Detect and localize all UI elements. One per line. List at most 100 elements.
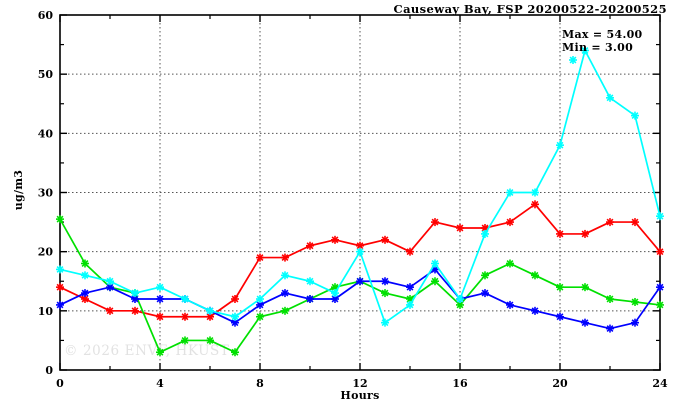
- data-point-marker: [556, 230, 564, 238]
- data-point-marker: [206, 336, 214, 344]
- data-point-marker: [231, 348, 239, 356]
- series-red: [56, 200, 664, 321]
- data-point-marker: [656, 283, 664, 291]
- data-point-marker: [656, 248, 664, 256]
- x-tick-label: 24: [652, 377, 668, 390]
- data-point-marker: [531, 271, 539, 279]
- data-point-marker: [456, 224, 464, 232]
- data-point-marker: [231, 295, 239, 303]
- data-point-marker: [131, 295, 139, 303]
- data-point-marker: [581, 283, 589, 291]
- data-point-marker: [381, 277, 389, 285]
- data-point-marker: [56, 215, 64, 223]
- data-point-marker: [81, 260, 89, 267]
- data-point-marker: [481, 230, 489, 238]
- data-point-marker: [256, 295, 264, 303]
- data-point-marker: [331, 295, 339, 303]
- y-tick-label: 40: [38, 127, 54, 140]
- x-tick-label: 16: [452, 377, 468, 390]
- data-point-marker: [331, 283, 339, 291]
- data-point-marker: [531, 200, 539, 208]
- data-point-marker: [181, 336, 189, 344]
- data-point-marker: [306, 277, 314, 285]
- data-point-marker: [656, 212, 664, 220]
- data-point-marker: [281, 254, 289, 262]
- data-point-marker: [631, 298, 639, 306]
- data-point-marker: [106, 283, 114, 291]
- data-point-marker: [569, 56, 577, 64]
- legend-min-label: Min = 3.00: [562, 41, 633, 54]
- data-point-marker: [231, 313, 239, 321]
- y-tick-label: 10: [38, 305, 54, 318]
- data-point-marker: [156, 295, 164, 303]
- y-tick-label: 60: [38, 9, 54, 22]
- data-point-marker: [581, 47, 589, 54]
- y-tick-label: 30: [38, 187, 54, 200]
- data-point-marker: [581, 230, 589, 238]
- data-point-marker: [606, 295, 614, 303]
- data-point-marker: [256, 313, 264, 321]
- y-axis-title: ug/m3: [12, 170, 25, 211]
- x-axis-title: Hours: [340, 389, 379, 402]
- x-tick-label: 8: [256, 377, 264, 390]
- data-point-marker: [281, 271, 289, 279]
- data-point-marker: [356, 248, 364, 256]
- data-point-marker: [556, 283, 564, 291]
- data-point-marker: [506, 260, 514, 267]
- data-point-marker: [231, 319, 239, 327]
- y-tick-label: 0: [45, 364, 53, 377]
- data-point-marker: [406, 283, 414, 291]
- data-point-marker: [56, 283, 64, 291]
- data-point-marker: [481, 224, 489, 232]
- data-point-marker: [481, 271, 489, 279]
- data-point-marker: [281, 307, 289, 315]
- data-point-marker: [531, 307, 539, 315]
- data-point-marker: [631, 112, 639, 120]
- x-tick-label: 0: [56, 377, 64, 390]
- data-point-marker: [606, 218, 614, 226]
- data-point-marker: [206, 307, 214, 315]
- data-point-marker: [506, 301, 514, 309]
- data-point-marker: [131, 289, 139, 297]
- data-point-marker: [381, 289, 389, 297]
- data-point-marker: [106, 307, 114, 315]
- data-point-marker: [306, 242, 314, 250]
- data-point-marker: [406, 248, 414, 256]
- data-point-marker: [181, 313, 189, 321]
- data-point-marker: [81, 289, 89, 297]
- data-point-marker: [506, 218, 514, 226]
- data-series-layer: [56, 46, 664, 357]
- data-point-marker: [631, 319, 639, 327]
- data-point-marker: [106, 277, 114, 285]
- data-point-marker: [456, 301, 464, 309]
- data-point-marker: [431, 260, 439, 267]
- data-point-marker: [356, 277, 364, 285]
- data-point-marker: [56, 265, 64, 273]
- data-point-marker: [356, 242, 364, 250]
- data-point-marker: [631, 218, 639, 226]
- data-point-marker: [431, 277, 439, 285]
- data-point-marker: [656, 301, 664, 309]
- legend-box: Max = 54.00 Min = 3.00: [562, 28, 643, 64]
- x-tick-label: 12: [352, 377, 367, 390]
- watermark: © 2026 ENVF, HKUST: [64, 343, 230, 359]
- data-point-marker: [606, 325, 614, 333]
- y-axis-tick-labels: 0 10 20 30 40 50 60: [38, 9, 54, 377]
- x-axis-tick-labels: 0 4 8 12 16 20 24: [56, 377, 668, 390]
- data-point-marker: [406, 301, 414, 309]
- chart-title: Causeway Bay, FSP 20200522-20200525: [394, 2, 667, 16]
- data-point-marker: [381, 319, 389, 327]
- data-point-marker: [256, 254, 264, 262]
- data-point-marker: [331, 289, 339, 297]
- data-point-marker: [381, 236, 389, 244]
- axis-ticks: [59, 14, 661, 371]
- data-point-marker: [556, 141, 564, 149]
- data-point-marker: [531, 189, 539, 196]
- legend-marker-cyan: [569, 56, 577, 64]
- data-point-marker: [56, 301, 64, 309]
- data-point-marker: [156, 283, 164, 291]
- data-point-marker: [206, 313, 214, 321]
- legend-max-label: Max = 54.00: [562, 28, 643, 41]
- data-point-marker: [181, 295, 189, 303]
